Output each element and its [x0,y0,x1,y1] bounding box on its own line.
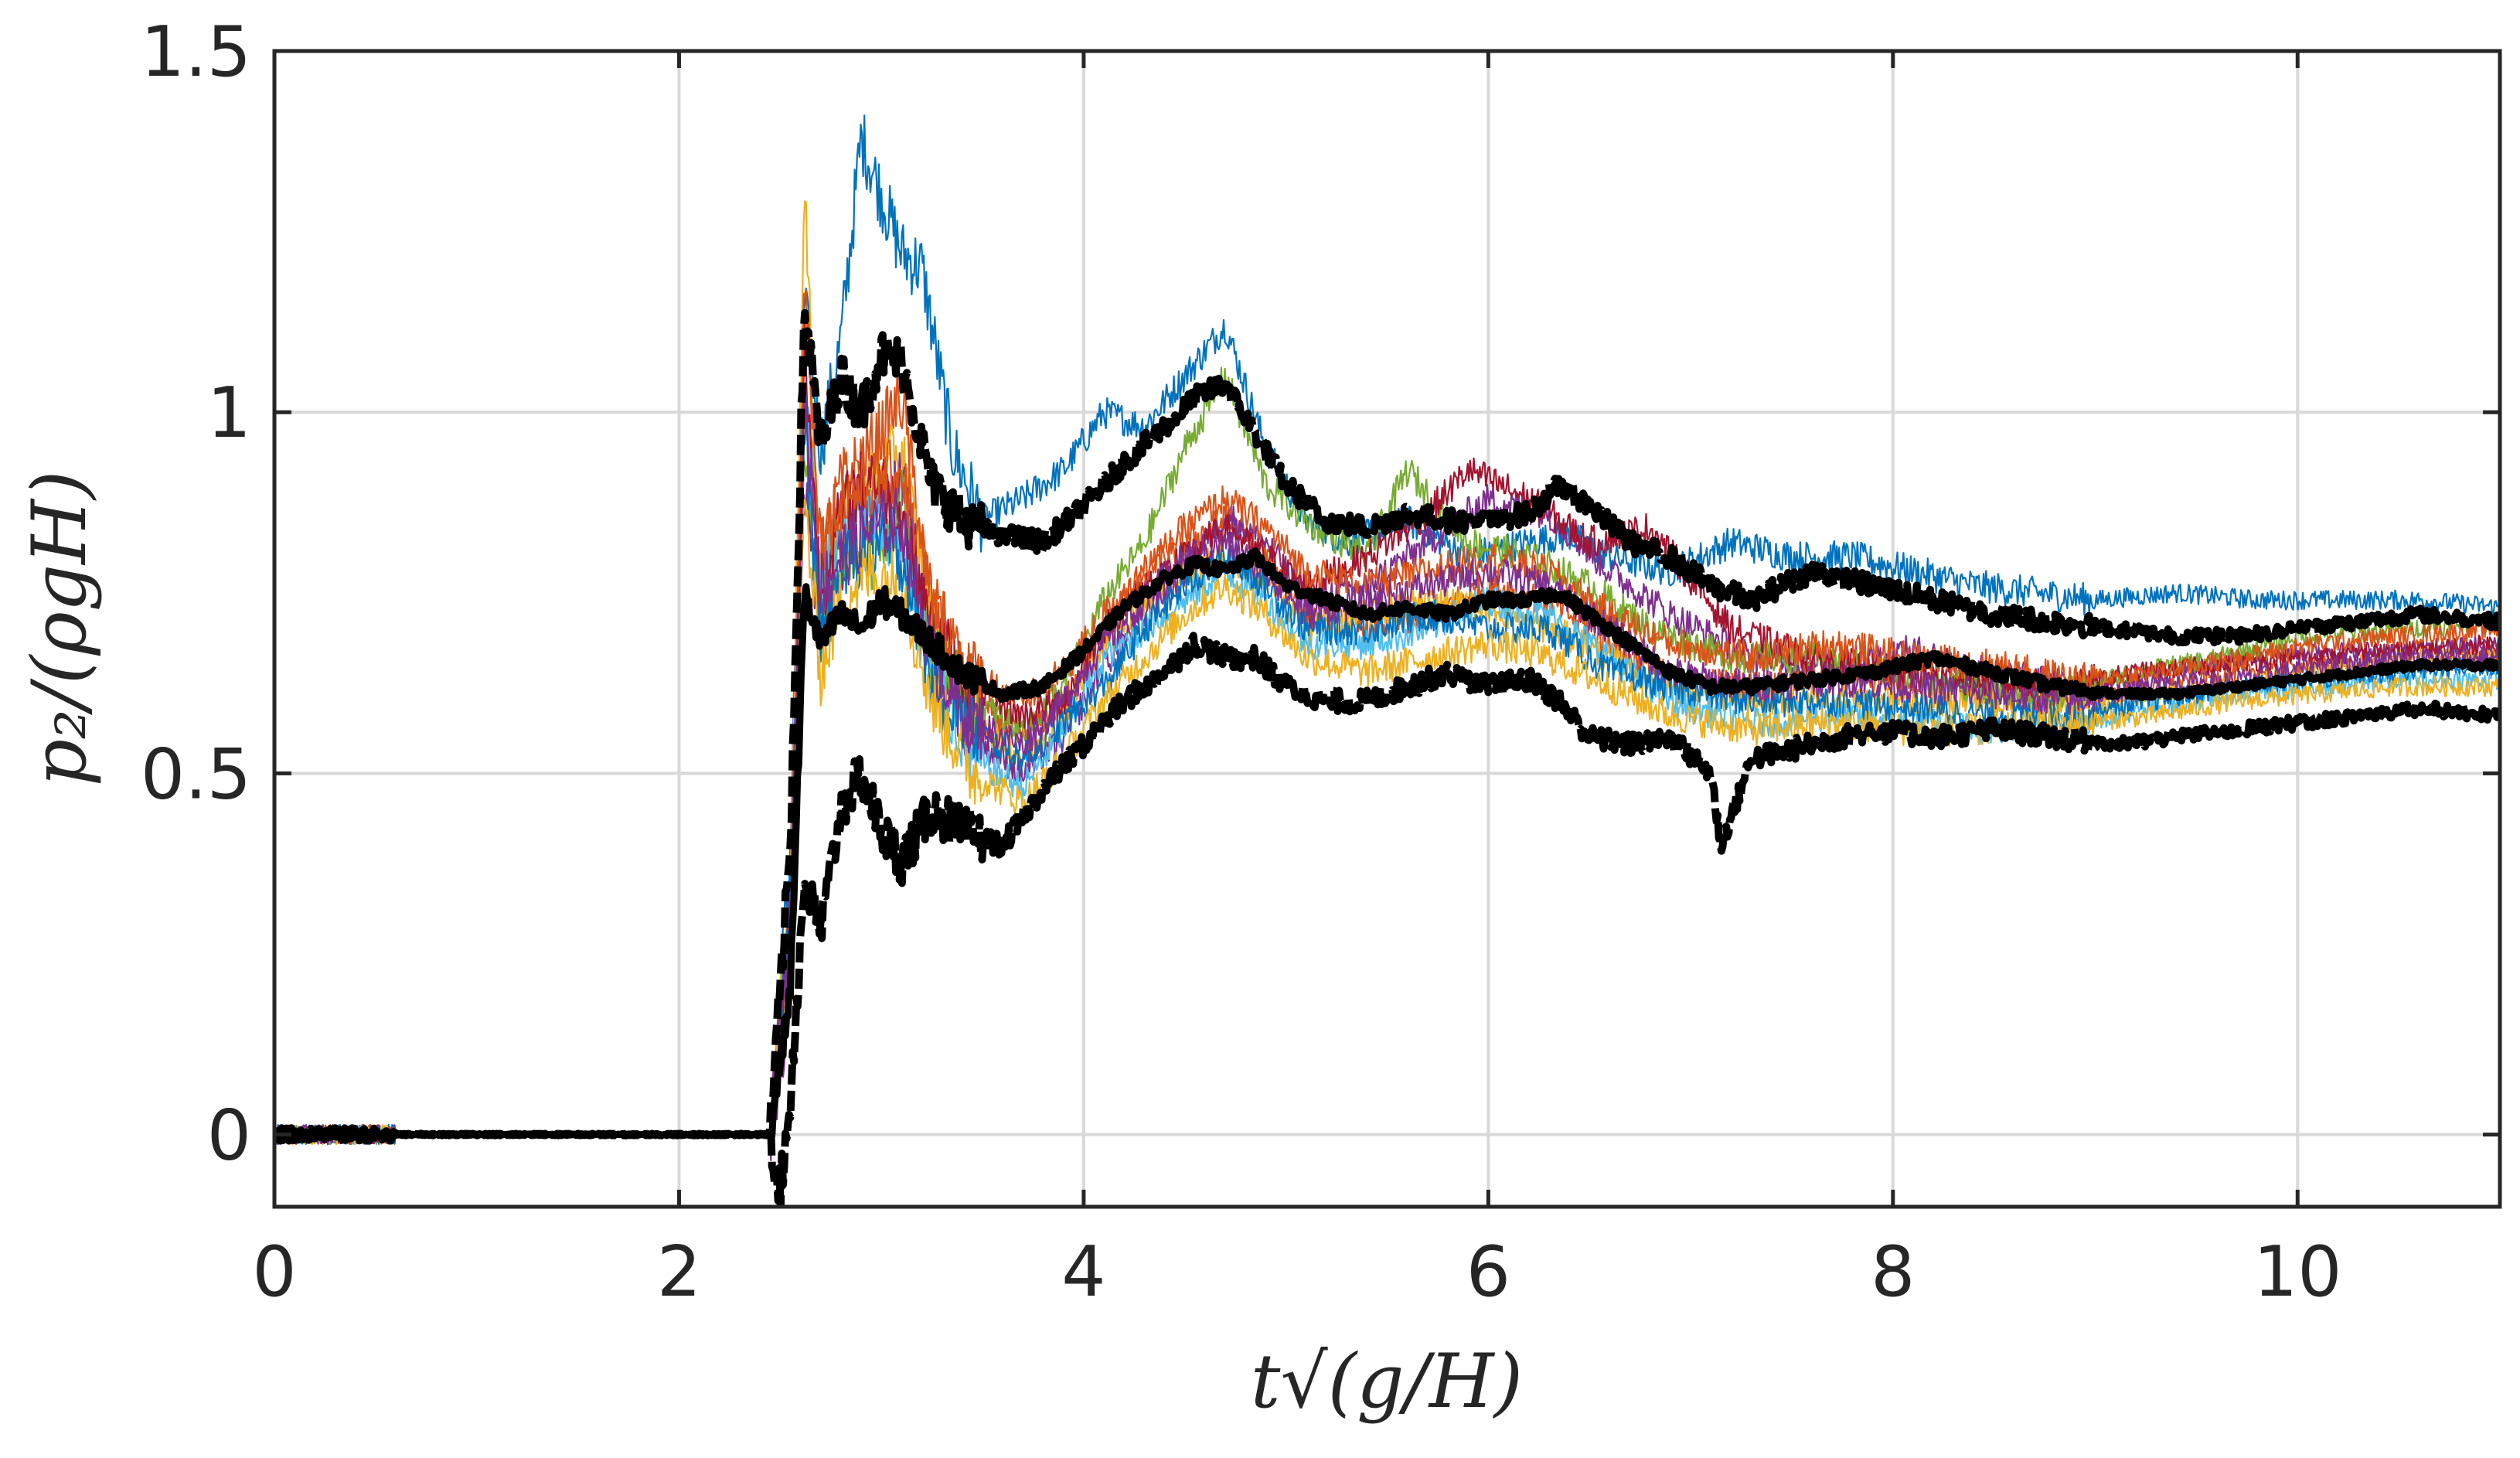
y-tick-label: 0 [207,1095,251,1177]
tick-marks [272,49,2500,1207]
axes-frame [272,49,2502,1209]
lower-envelope-series-line [274,632,2500,1207]
ensemble-series-line [274,366,2500,1145]
ensemble-series-line [274,393,2500,1162]
y-tick-label: 1.5 [141,12,251,93]
y-tick-labels: 0 0.5 1 1.5 [141,12,251,1177]
x-axis-label: t√(g/H) [1251,1338,1523,1425]
y-axis-label: p₂/(ρgH) [16,471,103,787]
x-tick-label: 10 [2253,1231,2342,1313]
ensemble-series-line [274,383,2500,1146]
ensemble-series-line [274,289,2500,1154]
x-tick-label: 2 [657,1231,701,1313]
x-tick-label: 8 [1871,1231,1915,1313]
plot-area [274,114,2500,1207]
x-tick-label: 0 [252,1231,296,1313]
x-tick-label: 4 [1061,1231,1105,1313]
ensemble-series-line [274,452,2500,1146]
ensemble-series-line [274,371,2500,1154]
x-tick-label: 6 [1466,1231,1510,1313]
x-tick-labels: 0 2 4 6 8 10 [252,1231,2341,1313]
upper-envelope-series-line [274,308,2500,1145]
y-tick-label: 0.5 [141,734,251,815]
y-tick-label: 1 [207,373,251,454]
